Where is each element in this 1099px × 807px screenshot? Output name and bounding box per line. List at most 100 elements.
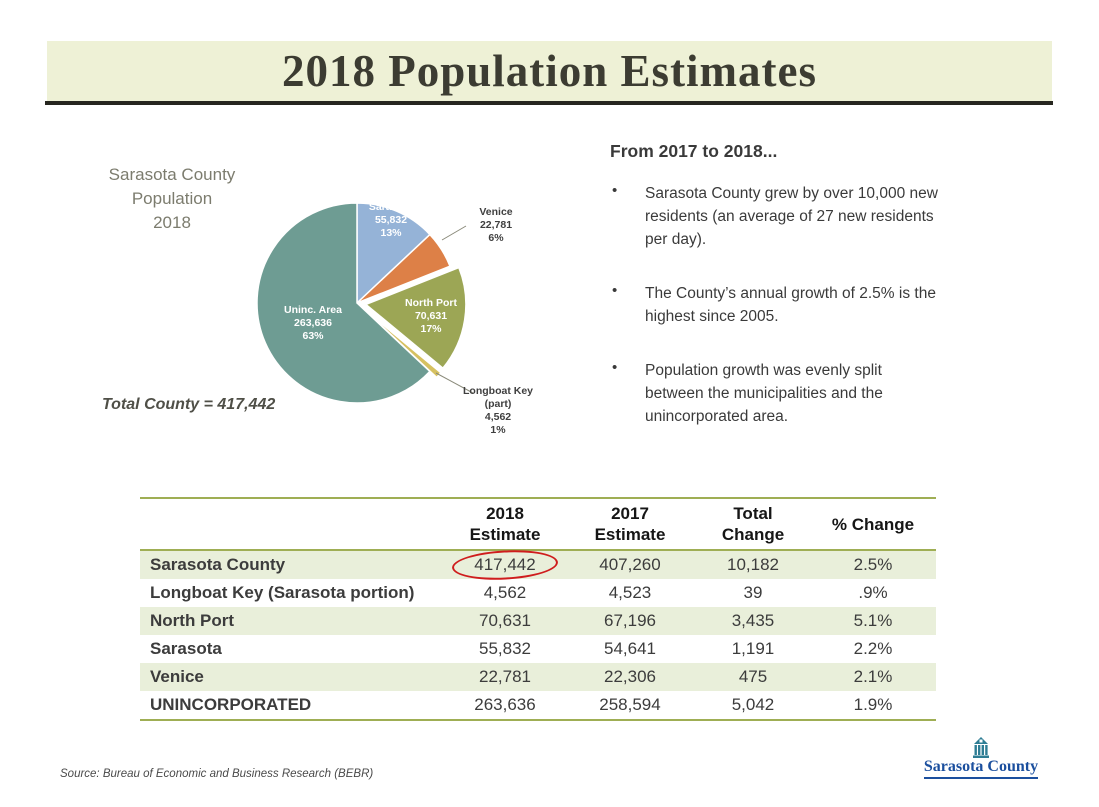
title-underline: [45, 101, 1053, 105]
cell-pct_change: 2.1%: [853, 667, 893, 686]
cell-est_2018: 70,631: [479, 611, 531, 630]
cell-pct_change: .9%: [858, 583, 888, 602]
cell-pct_change: 1.9%: [853, 695, 893, 714]
pie-label-line: 55,832: [374, 214, 408, 226]
red-circle-annotation: [451, 547, 559, 583]
bullet-text: The County’s annual growth of 2.5% is th…: [645, 285, 936, 325]
cell-est_2018: 417,442: [446, 547, 564, 583]
row-label: Sarasota County: [150, 555, 286, 574]
pie-label-line: North Port: [405, 297, 457, 309]
pie-slice-north-port: [364, 266, 467, 370]
pie-label-venice: Venice 22,781 6%: [468, 206, 524, 245]
cell-pct_change: 5.1%: [853, 611, 893, 630]
pie-label-line: Uninc. Area: [284, 304, 342, 316]
table-row: Longboat Key (Sarasota portion) 4,562 4,52…: [140, 579, 936, 607]
cell-total_change: 475: [738, 667, 768, 686]
cell-total_change: 10,182: [727, 555, 779, 574]
pie-total-label: Total County = 417,442: [102, 396, 276, 413]
venice-leader-line: [441, 225, 467, 241]
cell-est_2018: 55,832: [479, 639, 531, 658]
cell-est_2017: 4,523: [608, 583, 652, 602]
column-header-1: 2018 Estimate: [469, 504, 541, 544]
title-band: 2018 Population Estimates: [47, 41, 1052, 101]
bullet-text: Population growth was evenly split betwe…: [645, 362, 883, 425]
pie-slice-sarasota: [356, 202, 431, 305]
bullet-dot: •: [612, 359, 618, 376]
pie-label-line: 6%: [488, 232, 504, 244]
table-row: Sarasota County 417,442 407,260 10,182 2.5%: [140, 547, 936, 583]
table-row: Sarasota 55,832 54,641 1,191 2.2%: [140, 635, 936, 663]
pie-label-line: Sarasota: [368, 201, 414, 213]
pie-label-line: Longboat Key: [463, 385, 533, 397]
column-header-0: [140, 498, 446, 550]
slide-title: 2018 Population Estimates: [281, 46, 818, 96]
row-label: Sarasota: [150, 639, 222, 658]
bullet-text: Sarasota County grew by over 10,000 new …: [645, 185, 938, 248]
table-body: Sarasota County 417,442 407,260 10,182 2.5% L…: [140, 547, 936, 720]
cell-est_2018: 263,636: [474, 695, 536, 714]
longboat-leader-line: [435, 372, 474, 394]
cell-est_2017: 258,594: [599, 695, 661, 714]
cell-total_change: 1,191: [731, 639, 775, 658]
pie-title-line: Sarasota County: [108, 165, 236, 184]
table-header: 2018 Estimate 2017 Estimate Total Change % Cha…: [140, 498, 936, 550]
cell-est_2017: 54,641: [604, 639, 656, 658]
bullet-item: • The County’s annual growth of 2.5% is t…: [612, 282, 944, 328]
pie-slice-longboat-key-part-: [363, 308, 442, 379]
pie-slices: [256, 202, 467, 404]
pie-label-line: 63%: [302, 330, 324, 342]
column-header-4: % Change: [831, 514, 915, 534]
circled-value: 417,442: [451, 547, 559, 583]
population-table: 2018 Estimate 2017 Estimate Total Change % Cha…: [140, 497, 936, 721]
table-row: Venice 22,781 22,306 475 2.1%: [140, 663, 936, 691]
table-row: North Port 70,631 67,196 3,435 5.1%: [140, 607, 936, 635]
table-header-row: 2018 Estimate 2017 Estimate Total Change % Cha…: [140, 498, 936, 550]
table-row: UNINCORPORATED 263,636 258,594 5,042 1.9%: [140, 691, 936, 720]
cell-pct_change: 2.2%: [853, 639, 893, 658]
pie-slice-venice: [356, 233, 451, 304]
row-label: Longboat Key (Sarasota portion): [150, 583, 415, 602]
cell-total_change: 3,435: [731, 611, 775, 630]
cell-pct_change: 2.5%: [853, 555, 893, 574]
pie-title-line: Population: [131, 189, 213, 208]
county-logo: Sarasota County: [912, 736, 1050, 779]
bullet-item: • Sarasota County grew by over 10,000 new…: [612, 182, 944, 251]
pie-label-line: 1%: [490, 424, 506, 436]
bullet-item: • Population growth was evenly split betw…: [612, 359, 944, 428]
row-label: UNINCORPORATED: [150, 695, 312, 714]
pie-slice-uninc-area: [256, 202, 431, 404]
bullet-dot: •: [612, 182, 618, 199]
pie-label-line: 70,631: [414, 310, 448, 322]
pie-chart-title: Sarasota County Population 2018: [88, 163, 256, 235]
pie-svg: [256, 202, 474, 404]
cell-est_2017: 407,260: [599, 555, 661, 574]
pie-label-line: 4,562: [484, 411, 512, 423]
pie-label-sarasota: Sarasota 55,832 13%: [357, 201, 425, 240]
building-icon: [973, 737, 989, 758]
logo-text: Sarasota County: [923, 758, 1039, 779]
cell-total_change: 5,042: [731, 695, 775, 714]
pie-label-line: Venice: [479, 206, 513, 218]
cell-est_2018: 4,562: [483, 583, 527, 602]
pie-label-line: 17%: [420, 323, 442, 335]
bullet-dot: •: [612, 282, 618, 299]
column-header-3: Total Change: [721, 504, 785, 544]
cell-total_change: 39: [743, 583, 763, 602]
pie-label-north-port: North Port 70,631 17%: [394, 297, 468, 336]
cell-est_2017: 67,196: [604, 611, 656, 630]
row-label: Venice: [150, 667, 204, 686]
column-header-2: 2017 Estimate: [594, 504, 666, 544]
row-label: North Port: [150, 611, 235, 630]
pie-label-uninc-area: Uninc. Area 263,636 63%: [274, 304, 352, 343]
cell-est_2018: 22,781: [479, 667, 531, 686]
pie-label-longboat-key: Longboat Key (part) 4,562 1%: [459, 385, 537, 437]
source-note: Source: Bureau of Economic and Business …: [60, 768, 374, 780]
pie-label-line: (part): [484, 398, 512, 410]
pie-label-line: 22,781: [479, 219, 513, 231]
highlights-heading: From 2017 to 2018...: [610, 141, 778, 161]
pie-title-line: 2018: [153, 213, 191, 232]
highlights-list: • Sarasota County grew by over 10,000 new…: [612, 182, 944, 459]
pie-label-line: 263,636: [294, 317, 332, 329]
cell-est_2017: 22,306: [604, 667, 656, 686]
